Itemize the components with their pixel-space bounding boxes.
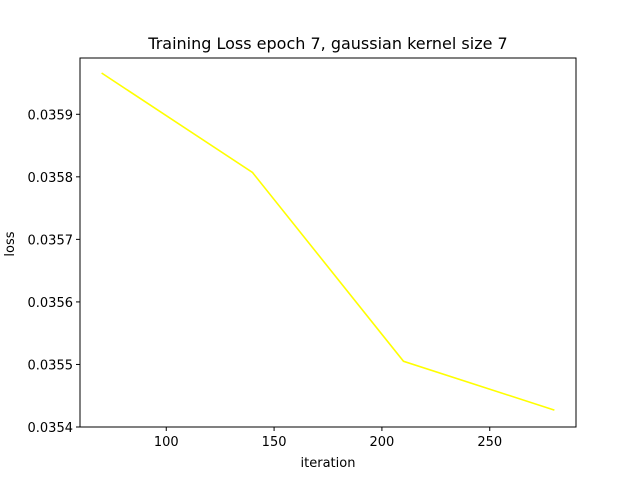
plot-frame (79, 57, 577, 428)
x-tick-label: 150 (262, 435, 287, 450)
y-axis-label: loss (3, 231, 18, 256)
y-tick-label: 0.0354 (28, 421, 74, 436)
x-tick-label: 250 (477, 435, 502, 450)
x-tick-label: 100 (154, 435, 179, 450)
y-tick-label: 0.0357 (28, 233, 74, 248)
y-tick-label: 0.0356 (28, 296, 74, 311)
x-tick-label: 200 (369, 435, 394, 450)
x-axis-label: iteration (301, 456, 356, 471)
y-tick-label: 0.0358 (28, 171, 74, 186)
y-tick-label: 0.0359 (28, 108, 74, 123)
chart-title: Training Loss epoch 7, gaussian kernel s… (147, 34, 507, 53)
series-line-0 (101, 72, 555, 411)
y-tick-label: 0.0355 (28, 358, 74, 373)
